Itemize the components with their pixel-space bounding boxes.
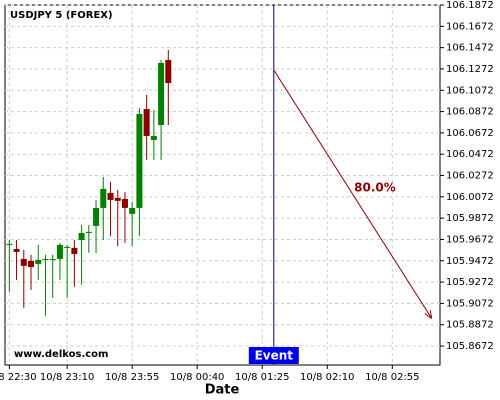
candle-body [49,258,56,260]
candle-body [64,246,71,248]
event-label-box [248,347,299,364]
candle-body [129,207,136,214]
y-tick-label: 105.9872 [446,213,494,224]
x-tick-label: 10/8 23:55 [105,372,159,383]
x-tick-label: 10/8 01:25 [235,372,289,383]
plot-area [4,4,441,366]
y-tick-label: 106.0272 [446,171,494,182]
y-tick-label: 106.1672 [446,21,494,32]
x-axis-label: Date [205,383,240,398]
candle-body [136,113,143,208]
candle-body [143,109,150,136]
y-tick-label: 106.1072 [446,85,494,96]
y-tick-label: 105.9472 [446,256,494,267]
candle-body [28,260,35,267]
y-tick-label: 106.0872 [446,107,494,118]
y-tick-label: 105.8672 [446,341,494,352]
y-tick-label: 106.0072 [446,192,494,203]
candle-body [100,188,107,208]
candle-body [114,197,121,201]
x-tick-label: 10/8 02:10 [300,372,354,383]
candle-body [85,231,92,233]
y-tick-label: 106.0672 [446,128,494,139]
projection-label: 80.0% [354,181,396,195]
x-tick-label: 10/8 02:55 [365,372,419,383]
projection-arrow [273,69,432,318]
candle-body [6,243,13,245]
y-tick-label: 105.9672 [446,234,494,245]
x-tick-label: 10/8 00:40 [170,372,224,383]
y-tick-label: 106.1472 [446,43,494,54]
y-tick-label: 106.1872 [446,0,494,11]
x-tick-label: 10/8 22:30 [0,372,37,383]
candle-body [42,258,49,260]
candle-body [150,135,157,140]
watermark: www.delkos.com [14,349,108,360]
x-tick-label: 10/8 23:10 [40,372,94,383]
candle-body [93,207,100,226]
candle-body [107,192,114,200]
y-tick-label: 106.1272 [446,64,494,75]
y-tick-label: 105.9272 [446,277,494,288]
y-tick-label: 105.8872 [446,320,494,331]
candle-body [121,198,128,208]
candle-body [71,247,78,254]
candle-body [165,59,172,84]
candle-body [158,62,165,125]
candle-body [35,259,42,264]
y-tick-label: 106.0472 [446,149,494,160]
chart-title: USDJPY 5 (FOREX) [10,10,113,21]
event-label: Event [255,349,294,363]
candle-body [56,244,63,259]
y-tick-label: 105.9072 [446,298,494,309]
candle-body [13,248,20,252]
candle-body [20,258,27,266]
candle-body [78,232,85,240]
